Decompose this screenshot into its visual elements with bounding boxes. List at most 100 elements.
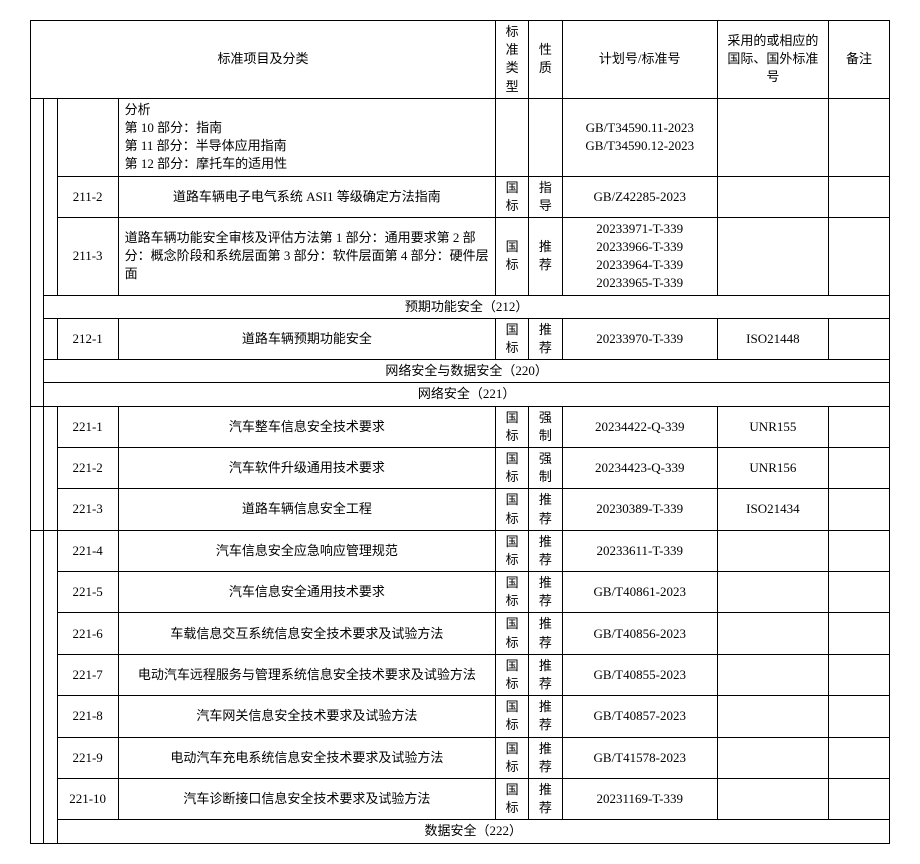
table-row: 221-8 汽车网关信息安全技术要求及试验方法 国标 推荐 GB/T40857-… [31, 696, 890, 737]
cell-plan: GB/T40861-2023 [562, 572, 717, 613]
cell-type: 国标 [496, 217, 529, 295]
cell-code: 221-8 [57, 696, 118, 737]
table-row: 分析 第 10 部分：指南 第 11 部分：半导体应用指南 第 12 部分：摩托… [31, 98, 890, 176]
cell-item: 分析 第 10 部分：指南 第 11 部分：半导体应用指南 第 12 部分：摩托… [118, 98, 495, 176]
cell-nature: 推荐 [529, 696, 562, 737]
cell-plan: 20233970-T-339 [562, 318, 717, 359]
cell-type: 国标 [496, 696, 529, 737]
cell-type: 国标 [496, 406, 529, 447]
cell-plan: 20231169-T-339 [562, 778, 717, 819]
table-row: 221-2 汽车软件升级通用技术要求 国标 强制 20234423-Q-339 … [31, 447, 890, 488]
cell-plan: GB/T41578-2023 [562, 737, 717, 778]
cell-code: 221-3 [57, 489, 118, 530]
cell-plan: GB/T40856-2023 [562, 613, 717, 654]
cell-plan: GB/T40857-2023 [562, 696, 717, 737]
header-type: 标准类型 [496, 21, 529, 99]
header-nature: 性质 [529, 21, 562, 99]
cell-plan: 20234422-Q-339 [562, 406, 717, 447]
table-row: 212-1 道路车辆预期功能安全 国标 推荐 20233970-T-339 IS… [31, 318, 890, 359]
cell-code: 221-6 [57, 613, 118, 654]
section-212: 预期功能安全（212） [44, 295, 890, 318]
cell-nature: 推荐 [529, 489, 562, 530]
cell-type: 国标 [496, 737, 529, 778]
header-intl: 采用的或相应的国际、国外标准号 [717, 21, 828, 99]
cell-nature: 推荐 [529, 217, 562, 295]
cell-item: 车载信息交互系统信息安全技术要求及试验方法 [118, 613, 495, 654]
cell-item: 汽车信息安全应急响应管理规范 [118, 530, 495, 571]
cell-code: 221-1 [57, 406, 118, 447]
cell-item: 汽车整车信息安全技术要求 [118, 406, 495, 447]
cell-plan: 20230389-T-339 [562, 489, 717, 530]
header-plan: 计划号/标准号 [562, 21, 717, 99]
cell-code: 221-7 [57, 654, 118, 695]
cell-nature: 推荐 [529, 737, 562, 778]
cell-plan: 20233611-T-339 [562, 530, 717, 571]
cell-nature: 强制 [529, 447, 562, 488]
table-row: 221-6 车载信息交互系统信息安全技术要求及试验方法 国标 推荐 GB/T40… [31, 613, 890, 654]
header-item: 标准项目及分类 [31, 21, 496, 99]
cell-item: 电动汽车远程服务与管理系统信息安全技术要求及试验方法 [118, 654, 495, 695]
table-row: 221-4 汽车信息安全应急响应管理规范 国标 推荐 20233611-T-33… [31, 530, 890, 571]
cell-plan: 20234423-Q-339 [562, 447, 717, 488]
cell-intl: ISO21448 [717, 318, 828, 359]
cell-type: 国标 [496, 318, 529, 359]
standards-table: 标准项目及分类 标准类型 性质 计划号/标准号 采用的或相应的国际、国外标准号 … [30, 20, 890, 844]
cell-item: 道路车辆功能安全审核及评估方法第 1 部分：通用要求第 2 部分：概念阶段和系统… [118, 217, 495, 295]
cell-nature: 强制 [529, 406, 562, 447]
cell-nature: 推荐 [529, 613, 562, 654]
cell-code: 221-2 [57, 447, 118, 488]
table-row: 221-5 汽车信息安全通用技术要求 国标 推荐 GB/T40861-2023 [31, 572, 890, 613]
header-remark: 备注 [828, 21, 889, 99]
cell-type: 国标 [496, 176, 529, 217]
cell-nature: 推荐 [529, 318, 562, 359]
table-row: 221-10 汽车诊断接口信息安全技术要求及试验方法 国标 推荐 2023116… [31, 778, 890, 819]
cell-plan: GB/Z42285-2023 [562, 176, 717, 217]
cell-item: 道路车辆信息安全工程 [118, 489, 495, 530]
table-row: 221-7 电动汽车远程服务与管理系统信息安全技术要求及试验方法 国标 推荐 G… [31, 654, 890, 695]
cell-plan: GB/T34590.11-2023 GB/T34590.12-2023 [562, 98, 717, 176]
section-row: 预期功能安全（212） [31, 295, 890, 318]
cell-item: 汽车诊断接口信息安全技术要求及试验方法 [118, 778, 495, 819]
cell-code: 211-2 [57, 176, 118, 217]
cell-item: 汽车信息安全通用技术要求 [118, 572, 495, 613]
cell-code: 221-10 [57, 778, 118, 819]
cell-type: 国标 [496, 778, 529, 819]
section-220: 网络安全与数据安全（220） [44, 360, 890, 383]
section-row: 网络安全（221） [31, 383, 890, 406]
cell-nature: 推荐 [529, 530, 562, 571]
table-row: 221-9 电动汽车充电系统信息安全技术要求及试验方法 国标 推荐 GB/T41… [31, 737, 890, 778]
cell-nature: 推荐 [529, 778, 562, 819]
section-222: 数据安全（222） [57, 820, 889, 843]
cell-intl: UNR156 [717, 447, 828, 488]
table-row: 211-3 道路车辆功能安全审核及评估方法第 1 部分：通用要求第 2 部分：概… [31, 217, 890, 295]
cell-nature: 推荐 [529, 654, 562, 695]
cell-type: 国标 [496, 489, 529, 530]
cell-code: 212-1 [57, 318, 118, 359]
cell-item: 道路车辆预期功能安全 [118, 318, 495, 359]
cell-type: 国标 [496, 654, 529, 695]
cell-plan: GB/T40855-2023 [562, 654, 717, 695]
cell-item: 汽车网关信息安全技术要求及试验方法 [118, 696, 495, 737]
section-221: 网络安全（221） [44, 383, 890, 406]
cell-code: 221-9 [57, 737, 118, 778]
table-row: 211-2 道路车辆电子电气系统 ASI1 等级确定方法指南 国标 指导 GB/… [31, 176, 890, 217]
cell-type: 国标 [496, 447, 529, 488]
cell-item: 汽车软件升级通用技术要求 [118, 447, 495, 488]
section-row: 网络安全与数据安全（220） [31, 360, 890, 383]
cell-code: 221-5 [57, 572, 118, 613]
table-row: 221-3 道路车辆信息安全工程 国标 推荐 20230389-T-339 IS… [31, 489, 890, 530]
cell-nature: 指导 [529, 176, 562, 217]
cell-plan: 20233971-T-339 20233966-T-339 20233964-T… [562, 217, 717, 295]
table-row: 221-1 汽车整车信息安全技术要求 国标 强制 20234422-Q-339 … [31, 406, 890, 447]
section-row: 数据安全（222） [31, 820, 890, 843]
cell-type: 国标 [496, 572, 529, 613]
cell-code: 221-4 [57, 530, 118, 571]
cell-item: 电动汽车充电系统信息安全技术要求及试验方法 [118, 737, 495, 778]
cell-type: 国标 [496, 530, 529, 571]
cell-intl: UNR155 [717, 406, 828, 447]
cell-intl: ISO21434 [717, 489, 828, 530]
cell-code: 211-3 [57, 217, 118, 295]
cell-type: 国标 [496, 613, 529, 654]
cell-nature: 推荐 [529, 572, 562, 613]
cell-item: 道路车辆电子电气系统 ASI1 等级确定方法指南 [118, 176, 495, 217]
